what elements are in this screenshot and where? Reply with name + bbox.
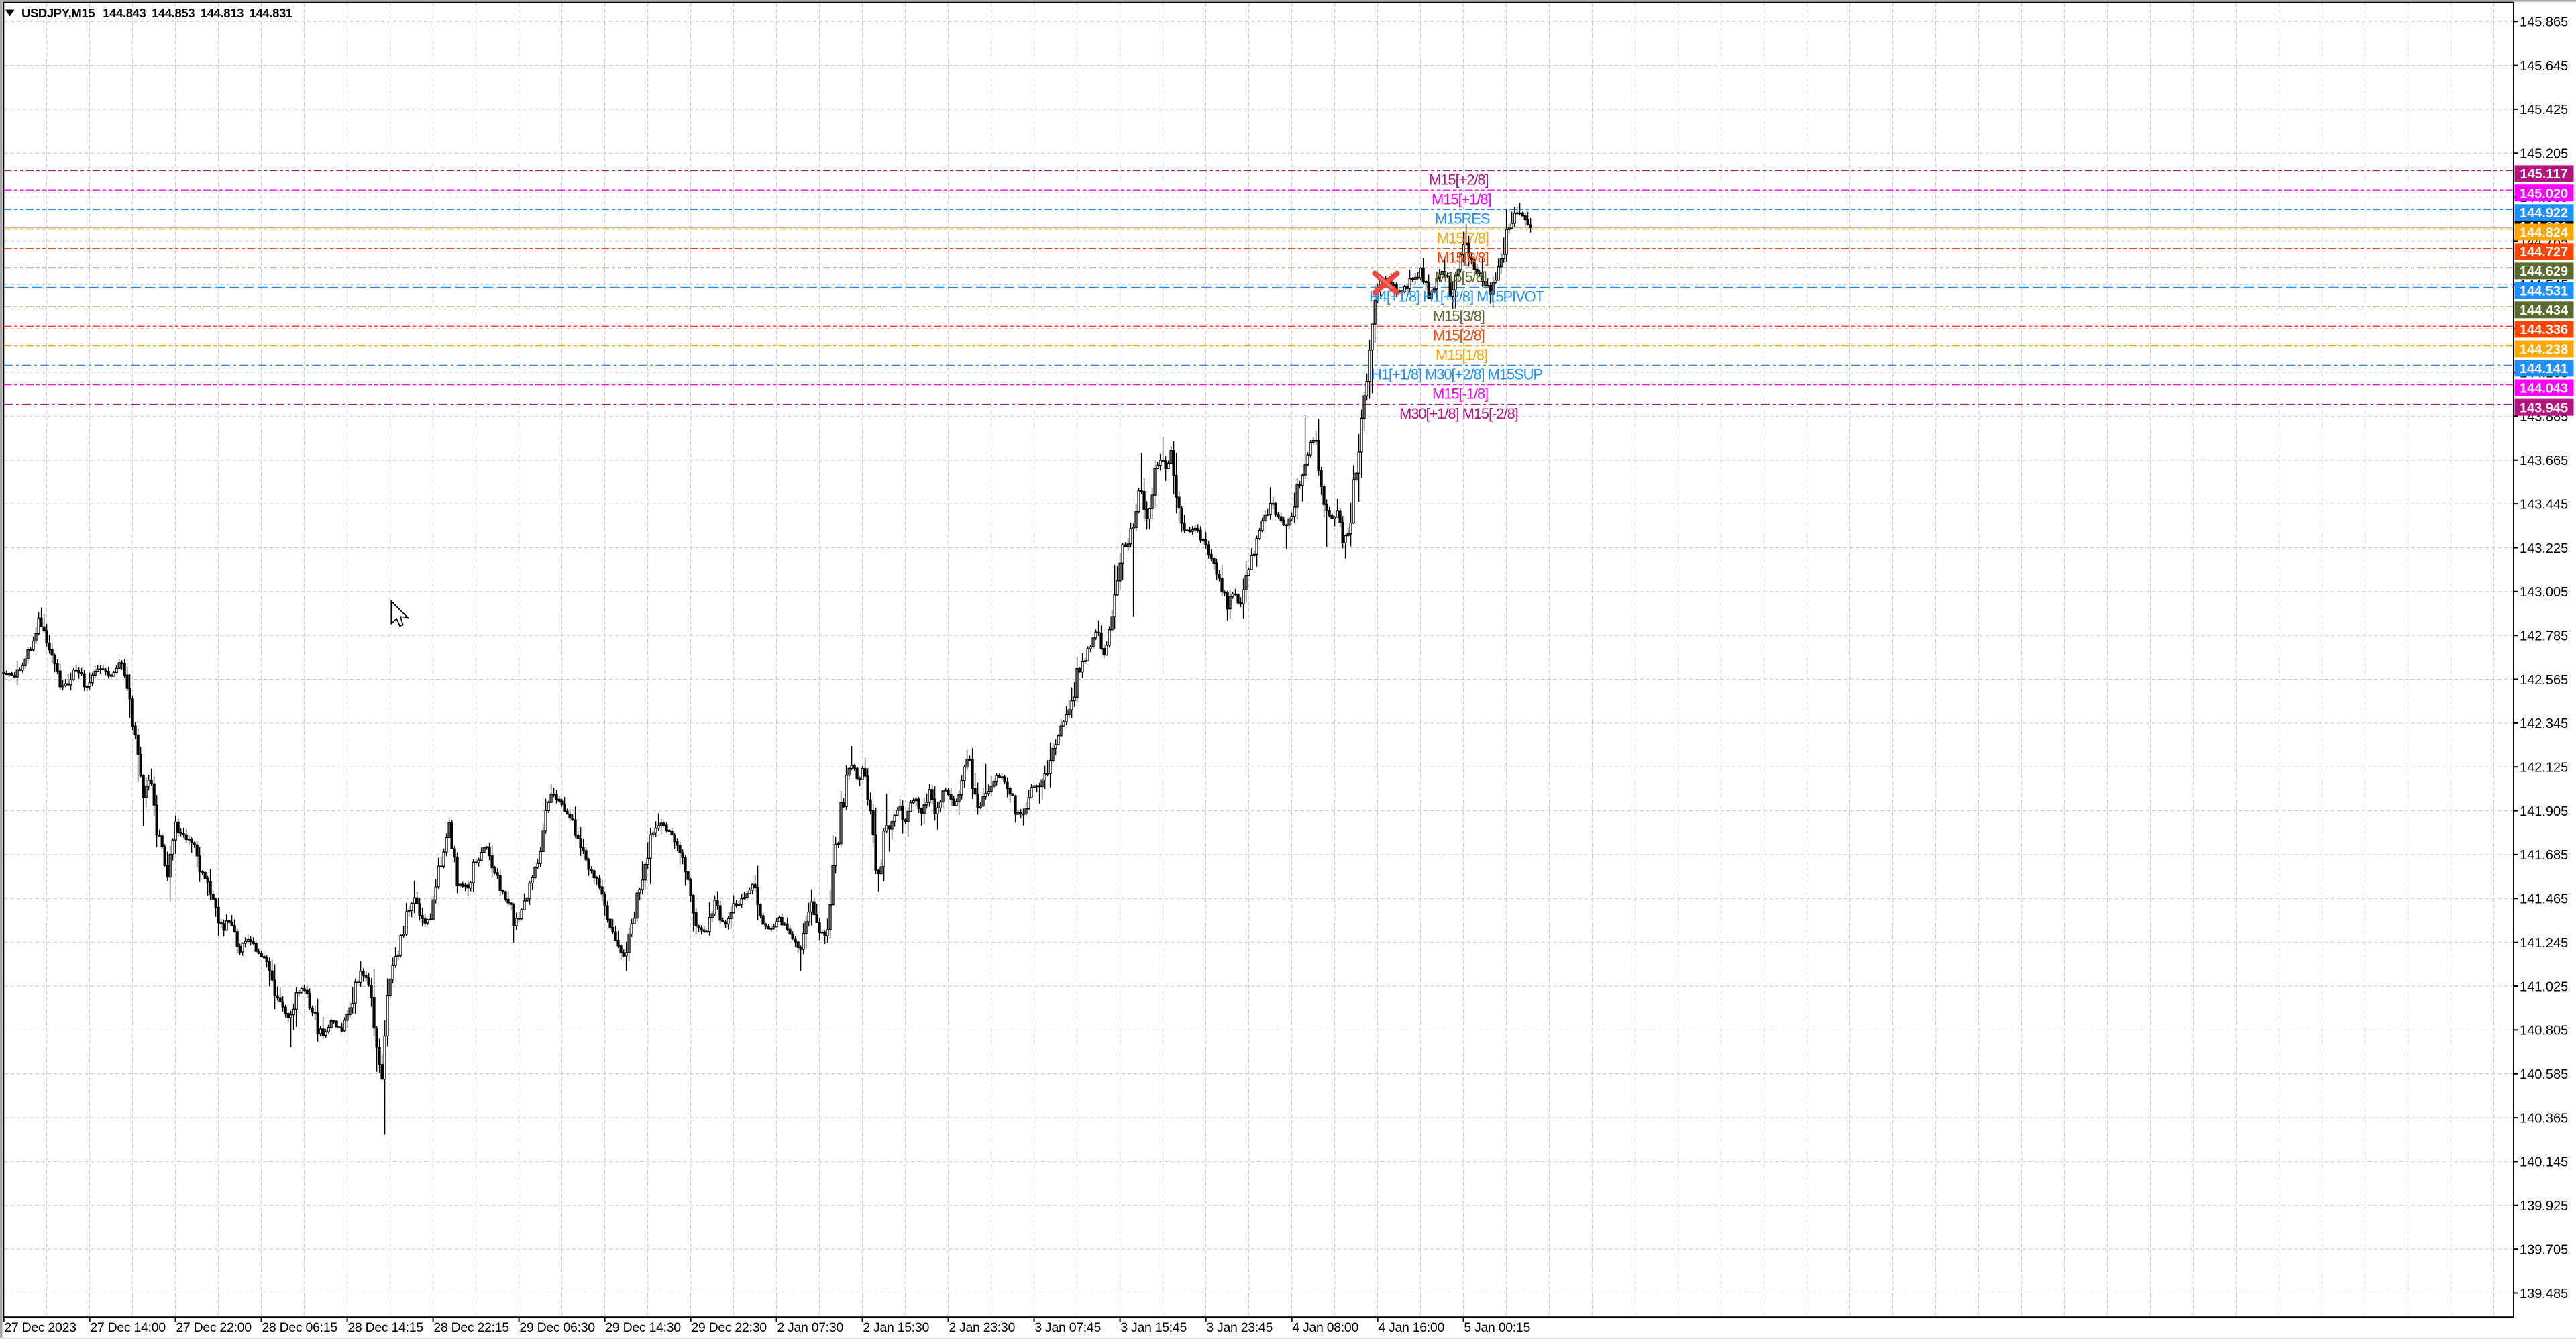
svg-text:27 Dec 2023: 27 Dec 2023	[4, 1320, 76, 1335]
svg-text:144.843: 144.843	[103, 6, 146, 20]
svg-text:142.565: 142.565	[2520, 673, 2568, 688]
svg-text:145.205: 145.205	[2520, 147, 2568, 162]
svg-text:144.238: 144.238	[2520, 342, 2568, 357]
svg-text:144.531: 144.531	[2520, 284, 2568, 299]
svg-text:141.025: 141.025	[2520, 979, 2568, 994]
svg-text:145.425: 145.425	[2520, 103, 2568, 117]
svg-text:144.853: 144.853	[152, 6, 195, 20]
svg-text:27 Dec 14:00: 27 Dec 14:00	[90, 1320, 166, 1335]
svg-text:3 Jan 15:45: 3 Jan 15:45	[1120, 1320, 1187, 1335]
svg-text:143.005: 143.005	[2520, 585, 2568, 600]
svg-text:M15[-1/8]: M15[-1/8]	[1432, 386, 1488, 403]
svg-text:M30[+1/8] M15[-2/8]: M30[+1/8] M15[-2/8]	[1399, 405, 1518, 422]
svg-text:4 Jan 08:00: 4 Jan 08:00	[1292, 1320, 1358, 1335]
svg-text:141.245: 141.245	[2520, 936, 2568, 951]
svg-text:139.705: 139.705	[2520, 1242, 2568, 1257]
svg-text:3 Jan 23:45: 3 Jan 23:45	[1206, 1320, 1273, 1335]
svg-text:144.336: 144.336	[2520, 323, 2568, 337]
svg-text:5 Jan 00:15: 5 Jan 00:15	[1464, 1320, 1530, 1335]
svg-text:144.831: 144.831	[250, 6, 292, 20]
svg-text:145.117: 145.117	[2520, 167, 2567, 182]
svg-text:USDJPY,M15: USDJPY,M15	[21, 6, 95, 20]
svg-text:M15RES: M15RES	[1435, 211, 1490, 227]
svg-text:4 Jan 16:00: 4 Jan 16:00	[1378, 1320, 1444, 1335]
svg-text:142.785: 142.785	[2520, 629, 2568, 644]
svg-text:2 Jan 15:30: 2 Jan 15:30	[863, 1320, 929, 1335]
svg-text:144.629: 144.629	[2520, 264, 2568, 279]
svg-text:142.345: 142.345	[2520, 716, 2568, 731]
svg-text:M15[+1/8]: M15[+1/8]	[1432, 191, 1491, 207]
svg-text:28 Dec 06:15: 28 Dec 06:15	[262, 1320, 337, 1335]
svg-text:140.585: 140.585	[2520, 1067, 2568, 1082]
svg-text:143.445: 143.445	[2520, 497, 2568, 512]
svg-text:144.813: 144.813	[201, 6, 244, 20]
svg-text:144.434: 144.434	[2520, 303, 2569, 318]
svg-text:144.141: 144.141	[2520, 362, 2568, 376]
svg-text:28 Dec 22:15: 28 Dec 22:15	[433, 1320, 509, 1335]
svg-text:143.665: 143.665	[2520, 453, 2568, 468]
svg-text:29 Dec 22:30: 29 Dec 22:30	[691, 1320, 767, 1335]
svg-text:27 Dec 22:00: 27 Dec 22:00	[176, 1320, 252, 1335]
svg-text:M15[2/8]: M15[2/8]	[1433, 327, 1485, 344]
svg-text:139.925: 139.925	[2520, 1199, 2568, 1214]
svg-text:28 Dec 14:15: 28 Dec 14:15	[347, 1320, 423, 1335]
svg-text:29 Dec 06:30: 29 Dec 06:30	[519, 1320, 595, 1335]
svg-text:140.365: 140.365	[2520, 1111, 2568, 1126]
svg-text:140.145: 140.145	[2520, 1155, 2568, 1170]
svg-text:143.945: 143.945	[2520, 400, 2568, 415]
svg-text:M15[1/8]: M15[1/8]	[1436, 347, 1487, 364]
svg-text:145.865: 145.865	[2520, 15, 2568, 30]
svg-text:M15[5/8]: M15[5/8]	[1435, 269, 1487, 286]
svg-text:M15[6/8]: M15[6/8]	[1437, 250, 1489, 266]
svg-text:M15[+2/8]: M15[+2/8]	[1429, 172, 1489, 189]
svg-text:144.824: 144.824	[2520, 225, 2569, 240]
svg-text:145.645: 145.645	[2520, 59, 2568, 74]
svg-text:144.043: 144.043	[2520, 381, 2568, 396]
svg-text:3 Jan 07:45: 3 Jan 07:45	[1034, 1320, 1101, 1335]
svg-text:144.922: 144.922	[2520, 206, 2568, 221]
svg-text:2 Jan 23:30: 2 Jan 23:30	[949, 1320, 1015, 1335]
svg-text:M15[3/8]: M15[3/8]	[1433, 308, 1485, 325]
svg-text:29 Dec 14:30: 29 Dec 14:30	[605, 1320, 681, 1335]
svg-text:141.465: 141.465	[2520, 892, 2568, 907]
svg-text:2 Jan 07:30: 2 Jan 07:30	[777, 1320, 843, 1335]
svg-text:140.805: 140.805	[2520, 1024, 2568, 1038]
svg-text:M15[7/8]: M15[7/8]	[1437, 230, 1489, 247]
svg-text:143.225: 143.225	[2520, 541, 2568, 556]
svg-text:141.905: 141.905	[2520, 804, 2568, 819]
svg-text:145.020: 145.020	[2520, 186, 2568, 201]
svg-text:H1[+1/8] M30[+2/8] M15SUP: H1[+1/8] M30[+2/8] M15SUP	[1371, 366, 1542, 383]
svg-text:141.685: 141.685	[2520, 848, 2568, 863]
svg-text:142.125: 142.125	[2520, 761, 2568, 775]
svg-text:144.727: 144.727	[2520, 245, 2568, 260]
svg-text:139.485: 139.485	[2520, 1287, 2568, 1301]
